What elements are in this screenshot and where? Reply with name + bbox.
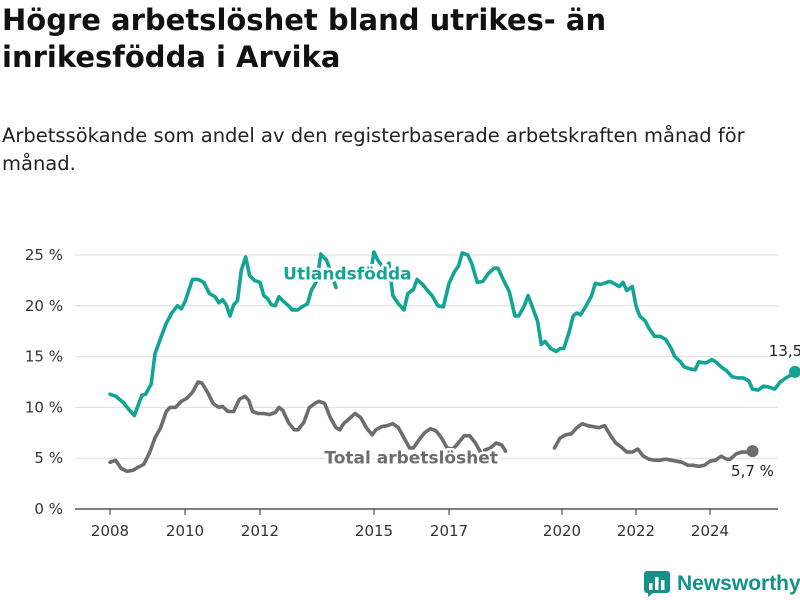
- end-value-label: 5,7 %: [731, 462, 774, 480]
- x-tick-label: 2015: [355, 522, 393, 540]
- grid-lines: [75, 254, 778, 459]
- y-tick-label: 25 %: [25, 246, 63, 264]
- y-tick-label: 15 %: [25, 348, 63, 366]
- y-tick-label: 0 %: [34, 500, 63, 518]
- series-labels: 13,5 % Utlandsfödda 5,7 % Total arbetslöshe…: [281, 262, 800, 480]
- x-tick-label: 2010: [166, 522, 204, 540]
- x-tick-label: 2012: [241, 522, 279, 540]
- series-line: [347, 250, 797, 392]
- brand-name: Newsworthy: [677, 572, 800, 595]
- y-tick-label: 10 %: [25, 398, 63, 416]
- series-name-label: Utlandsfödda: [283, 264, 412, 284]
- x-tick-label: 2017: [430, 522, 468, 540]
- x-tick-label: 2008: [91, 522, 129, 540]
- x-tick-label: 2024: [691, 522, 729, 540]
- series-line: [483, 441, 508, 453]
- end-point-marker: [789, 365, 800, 378]
- chart-title: Högre arbetslöshet bland utrikes- än inr…: [2, 3, 607, 74]
- series-line: [108, 252, 338, 418]
- bar-chart-logo-icon: [644, 571, 670, 597]
- chart-subtitle: Arbetssökande som andel av den registerb…: [2, 124, 745, 175]
- y-tick-label: 5 %: [34, 449, 63, 467]
- x-tick-label: 2020: [543, 522, 581, 540]
- end-point-marker: [746, 445, 759, 458]
- y-axis: 0 % 5 % 10 % 15 % 20 % 25 %: [25, 246, 63, 518]
- series-line: [552, 421, 755, 469]
- series-line: [108, 380, 483, 474]
- end-value-label: 13,5 %: [769, 342, 800, 360]
- x-tick-label: 2022: [617, 522, 655, 540]
- brand-logo[interactable]: Newsworthy: [644, 570, 800, 598]
- series-lines: [108, 250, 800, 474]
- x-axis: 2008 2010 2012 2015 2017 2020 2022 2024: [75, 508, 778, 540]
- series-name-label: Total arbetslöshet: [324, 448, 498, 468]
- y-tick-label: 20 %: [25, 297, 63, 315]
